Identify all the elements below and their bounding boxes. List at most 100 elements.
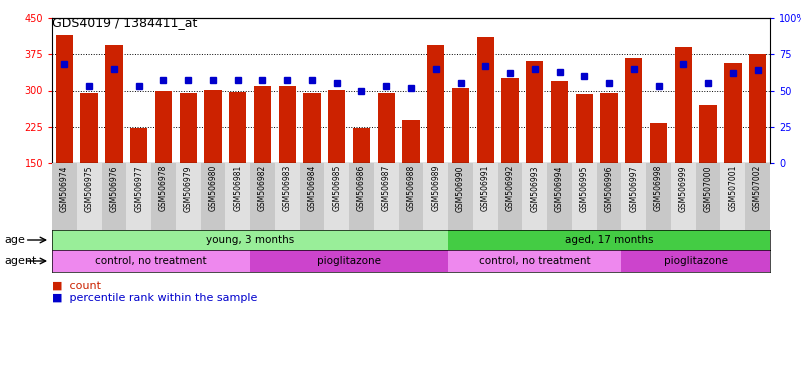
Bar: [547, 163, 572, 230]
Bar: [427, 45, 445, 163]
Bar: [646, 163, 671, 230]
Text: pioglitazone: pioglitazone: [664, 256, 728, 266]
Bar: [671, 163, 696, 230]
Text: GSM506993: GSM506993: [530, 165, 539, 212]
Text: control, no treatment: control, no treatment: [95, 256, 207, 266]
Text: GSM506985: GSM506985: [332, 165, 341, 211]
Text: GSM506992: GSM506992: [505, 165, 514, 211]
Text: GSM506981: GSM506981: [233, 165, 242, 211]
Bar: [576, 94, 593, 163]
Bar: [80, 93, 98, 163]
Text: ■  count: ■ count: [52, 281, 101, 291]
Bar: [200, 163, 225, 230]
Bar: [699, 105, 717, 163]
Bar: [625, 58, 642, 163]
Bar: [720, 163, 745, 230]
Bar: [551, 81, 568, 163]
Bar: [424, 163, 448, 230]
Bar: [155, 91, 172, 163]
Bar: [477, 37, 494, 163]
Text: aged, 17 months: aged, 17 months: [565, 235, 654, 245]
Text: GSM506995: GSM506995: [580, 165, 589, 212]
Bar: [448, 230, 770, 250]
Text: GSM506975: GSM506975: [85, 165, 94, 212]
Bar: [127, 163, 151, 230]
Bar: [225, 163, 250, 230]
Bar: [622, 163, 646, 230]
Bar: [229, 92, 247, 163]
Text: GSM506996: GSM506996: [605, 165, 614, 212]
Bar: [52, 163, 77, 230]
Bar: [328, 89, 345, 163]
Bar: [597, 163, 622, 230]
Text: GSM507000: GSM507000: [703, 165, 713, 212]
Bar: [674, 47, 692, 163]
Text: GSM506987: GSM506987: [382, 165, 391, 211]
Text: GSM506990: GSM506990: [456, 165, 465, 212]
Text: GSM506978: GSM506978: [159, 165, 168, 211]
Text: GSM506988: GSM506988: [406, 165, 416, 211]
Bar: [279, 86, 296, 163]
Text: GSM506998: GSM506998: [654, 165, 663, 211]
Bar: [448, 250, 622, 272]
Bar: [179, 93, 197, 163]
Text: GSM506989: GSM506989: [431, 165, 441, 211]
Bar: [324, 163, 349, 230]
Bar: [696, 163, 720, 230]
Bar: [275, 163, 300, 230]
Bar: [105, 45, 123, 163]
Text: GSM506976: GSM506976: [110, 165, 119, 212]
Bar: [601, 93, 618, 163]
Bar: [52, 230, 448, 250]
Bar: [399, 163, 424, 230]
Bar: [151, 163, 175, 230]
Bar: [349, 163, 374, 230]
Bar: [402, 119, 420, 163]
Bar: [56, 35, 73, 163]
Text: GSM506974: GSM506974: [60, 165, 69, 212]
Bar: [473, 163, 497, 230]
Text: young, 3 months: young, 3 months: [206, 235, 294, 245]
Text: GSM506997: GSM506997: [630, 165, 638, 212]
Text: GSM506980: GSM506980: [208, 165, 217, 211]
Text: agent: agent: [4, 256, 36, 266]
Text: GSM506979: GSM506979: [183, 165, 193, 212]
Bar: [300, 163, 324, 230]
Text: GDS4019 / 1384411_at: GDS4019 / 1384411_at: [52, 16, 197, 29]
Bar: [448, 163, 473, 230]
Bar: [254, 86, 271, 163]
Text: GSM507001: GSM507001: [728, 165, 738, 211]
Bar: [622, 250, 770, 272]
Bar: [749, 54, 767, 163]
Bar: [724, 63, 742, 163]
Bar: [304, 93, 320, 163]
Text: GSM506986: GSM506986: [357, 165, 366, 211]
Text: GSM506977: GSM506977: [134, 165, 143, 212]
Text: GSM506983: GSM506983: [283, 165, 292, 211]
Bar: [497, 163, 522, 230]
Text: GSM506999: GSM506999: [678, 165, 688, 212]
Text: GSM506991: GSM506991: [481, 165, 489, 211]
Text: GSM507002: GSM507002: [753, 165, 762, 211]
Bar: [175, 163, 200, 230]
Text: pioglitazone: pioglitazone: [317, 256, 381, 266]
Text: age: age: [4, 235, 25, 245]
Text: GSM506994: GSM506994: [555, 165, 564, 212]
Bar: [452, 88, 469, 163]
Bar: [526, 61, 543, 163]
Bar: [501, 78, 519, 163]
Bar: [204, 89, 222, 163]
Bar: [250, 250, 448, 272]
Text: GSM506984: GSM506984: [308, 165, 316, 211]
Bar: [377, 93, 395, 163]
Text: ■  percentile rank within the sample: ■ percentile rank within the sample: [52, 293, 257, 303]
Bar: [250, 163, 275, 230]
Bar: [572, 163, 597, 230]
Text: control, no treatment: control, no treatment: [479, 256, 590, 266]
Bar: [745, 163, 770, 230]
Bar: [77, 163, 102, 230]
Bar: [52, 250, 250, 272]
Bar: [522, 163, 547, 230]
Bar: [374, 163, 399, 230]
Bar: [102, 163, 127, 230]
